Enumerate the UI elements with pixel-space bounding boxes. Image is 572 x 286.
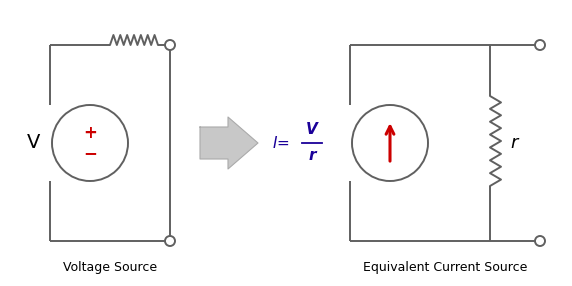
Text: r: r: [308, 148, 316, 164]
Circle shape: [535, 40, 545, 50]
Text: Voltage Source: Voltage Source: [63, 261, 157, 274]
Text: V: V: [27, 134, 41, 152]
Circle shape: [165, 236, 175, 246]
Text: Equivalent Current Source: Equivalent Current Source: [363, 261, 527, 274]
Polygon shape: [200, 117, 258, 169]
Circle shape: [165, 40, 175, 50]
Text: −: −: [83, 144, 97, 162]
Text: $I\!=\!$: $I\!=\!$: [272, 135, 290, 151]
Text: V: V: [306, 122, 318, 138]
Circle shape: [535, 236, 545, 246]
Text: +: +: [83, 124, 97, 142]
Text: r: r: [510, 134, 518, 152]
